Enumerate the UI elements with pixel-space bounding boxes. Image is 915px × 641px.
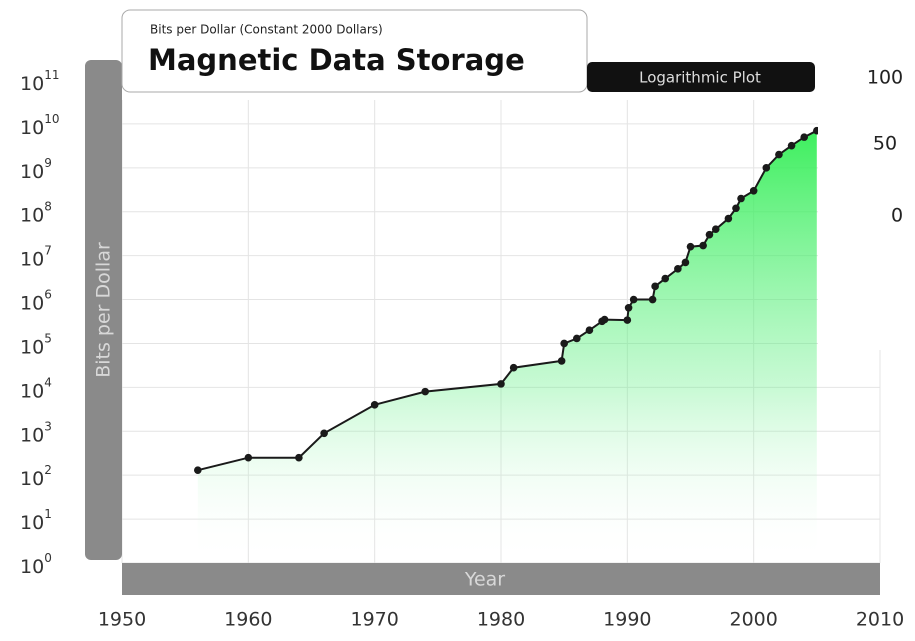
- y-tick-base: 10: [20, 73, 44, 95]
- chart-title: Magnetic Data Storage: [148, 43, 525, 77]
- point: [194, 466, 202, 474]
- y-tick-exponent: 2: [44, 463, 52, 477]
- y-tick-exponent: 5: [44, 331, 52, 345]
- point: [648, 295, 657, 304]
- point: [585, 326, 594, 335]
- x-tick-label: 1950: [98, 609, 146, 631]
- y-tick-label: 108: [20, 199, 52, 226]
- overlay-box: [818, 55, 915, 350]
- y-tick-exponent: 8: [44, 199, 52, 213]
- x-tick-label: 1970: [350, 609, 398, 631]
- x-axis-bar: [122, 563, 880, 595]
- point: [557, 357, 566, 365]
- y-tick-label: 107: [20, 243, 52, 270]
- y-tick-base: 10: [20, 336, 44, 358]
- y-tick-label: 106: [20, 287, 52, 314]
- point: [686, 242, 695, 251]
- point: [651, 282, 659, 291]
- annotation: 100: [867, 67, 903, 89]
- point: [661, 274, 670, 283]
- point: [737, 194, 745, 203]
- x-tick-label: 1960: [224, 609, 272, 631]
- point: [699, 241, 707, 250]
- y-tick-label: 102: [20, 463, 52, 490]
- point: [370, 401, 379, 409]
- area: [197, 130, 817, 563]
- y-tick-exponent: 10: [44, 111, 59, 125]
- point: [623, 316, 632, 324]
- point: [724, 214, 733, 223]
- point: [244, 453, 253, 462]
- y-tick-exponent: 11: [44, 68, 59, 82]
- point: [711, 225, 720, 234]
- tag-box: [587, 62, 815, 92]
- annotation: 0: [891, 205, 903, 227]
- point: [787, 141, 796, 150]
- x-tick-label: 2010: [856, 609, 904, 631]
- title-box: [121, 9, 588, 93]
- y-tick-base: 10: [20, 380, 44, 402]
- annotation: 50: [873, 133, 897, 155]
- x-axis-label: Year: [464, 569, 505, 591]
- y-tick-label: 104: [20, 375, 52, 402]
- point: [624, 303, 633, 312]
- point: [421, 387, 430, 396]
- tag-label: Logarithmic Plot: [639, 69, 761, 87]
- y-tick-label: 109: [20, 155, 52, 182]
- y-tick-exponent: 0: [44, 551, 52, 565]
- y-tick-base: 10: [20, 512, 44, 534]
- point: [600, 315, 609, 324]
- y-tick-base: 10: [20, 292, 44, 314]
- chart-subtitle: Bits per Dollar (Constant 2000 Dollars): [150, 23, 383, 37]
- x-tick-label: 2000: [729, 609, 777, 631]
- y-tick-exponent: 7: [44, 243, 52, 257]
- x-tick-label: 1990: [603, 609, 651, 631]
- y-tick-base: 10: [20, 160, 44, 182]
- point: [295, 453, 303, 462]
- point: [732, 204, 740, 213]
- point: [762, 164, 771, 172]
- point: [681, 258, 690, 267]
- y-tick-label: 1010: [20, 111, 59, 138]
- point: [775, 150, 783, 159]
- point: [560, 339, 568, 348]
- x-tick-label: 1980: [477, 609, 525, 631]
- y-tick-base: 10: [20, 468, 44, 490]
- point: [573, 334, 581, 343]
- y-tick-base: 10: [20, 424, 44, 446]
- y-tick-label: 100: [20, 551, 52, 578]
- y-tick-base: 10: [20, 116, 44, 138]
- y-tick-label: 103: [20, 419, 52, 446]
- y-tick-base: 10: [20, 204, 44, 226]
- y-axis-bar: [85, 60, 122, 560]
- y-axis-label: Bits per Dollar: [93, 242, 115, 378]
- y-tick-exponent: 9: [44, 155, 52, 169]
- point: [320, 429, 328, 438]
- point: [800, 133, 808, 141]
- point: [629, 295, 638, 304]
- y-tick-label: 1011: [20, 68, 59, 95]
- y-tick-exponent: 6: [44, 287, 52, 301]
- point: [749, 186, 758, 195]
- y-tick-label: 105: [20, 331, 52, 358]
- y-tick-label: 101: [20, 507, 52, 534]
- point: [509, 363, 518, 372]
- y-tick-base: 10: [20, 248, 44, 270]
- plot-area: [121, 100, 881, 564]
- y-tick-base: 10: [20, 556, 44, 578]
- point: [705, 230, 714, 239]
- y-tick-exponent: 1: [44, 507, 52, 521]
- y-tick-exponent: 4: [44, 375, 52, 389]
- point: [674, 265, 682, 273]
- point: [497, 380, 505, 388]
- y-tick-exponent: 3: [44, 419, 52, 433]
